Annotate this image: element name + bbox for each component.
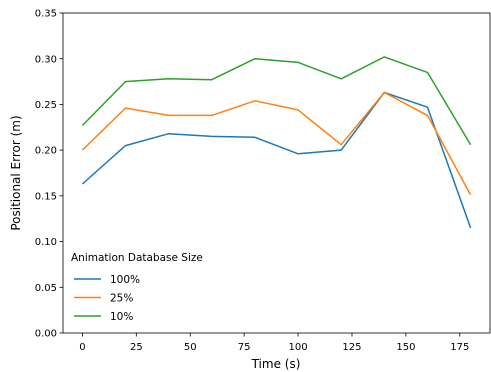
axes-frame xyxy=(62,12,491,334)
y-tick-label-6: 0.30 xyxy=(35,54,57,65)
y-tick-label-0: 0.00 xyxy=(35,329,57,340)
legend-label-2: 10% xyxy=(110,311,133,323)
y-tick-label-7: 0.35 xyxy=(35,9,57,20)
y-tick-label-3: 0.15 xyxy=(35,191,57,202)
series-line-2 xyxy=(81,56,472,146)
legend-label-1: 25% xyxy=(110,293,133,305)
series-line-0 xyxy=(81,91,472,229)
y-axis-label: Positional Error (m) xyxy=(9,115,23,230)
legend-label-0: 100% xyxy=(110,274,140,286)
y-tick-label-2: 0.10 xyxy=(35,237,57,248)
y-tick-label-4: 0.20 xyxy=(35,146,57,157)
x-tick-label-0: 0 xyxy=(79,342,85,353)
x-tick-label-3: 75 xyxy=(238,342,251,353)
x-tick-label-6: 150 xyxy=(396,342,415,353)
x-tick-label-1: 25 xyxy=(130,342,143,353)
x-tick-label-5: 125 xyxy=(342,342,361,353)
series-line-1 xyxy=(81,91,472,196)
y-tick-label-1: 0.05 xyxy=(35,283,57,294)
plot-area: 0 25 50 75 100 125 150 175 0.00 0.05 0.10 0.15 0.20 0… xyxy=(35,9,491,353)
x-tick-label-4: 100 xyxy=(289,342,308,353)
x-tick-label-7: 175 xyxy=(450,342,469,353)
x-tick-label-2: 50 xyxy=(184,342,197,353)
legend-title: Animation Database Size xyxy=(71,252,203,264)
x-axis-label: Time (s) xyxy=(251,357,301,371)
y-tick-label-5: 0.25 xyxy=(35,100,57,111)
